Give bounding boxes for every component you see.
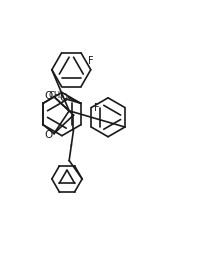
Text: O: O: [44, 130, 53, 140]
Text: CH₃: CH₃: [48, 91, 64, 100]
Text: O: O: [59, 93, 67, 103]
Text: F: F: [88, 57, 94, 66]
Text: O: O: [44, 91, 53, 101]
Text: F: F: [94, 102, 100, 113]
